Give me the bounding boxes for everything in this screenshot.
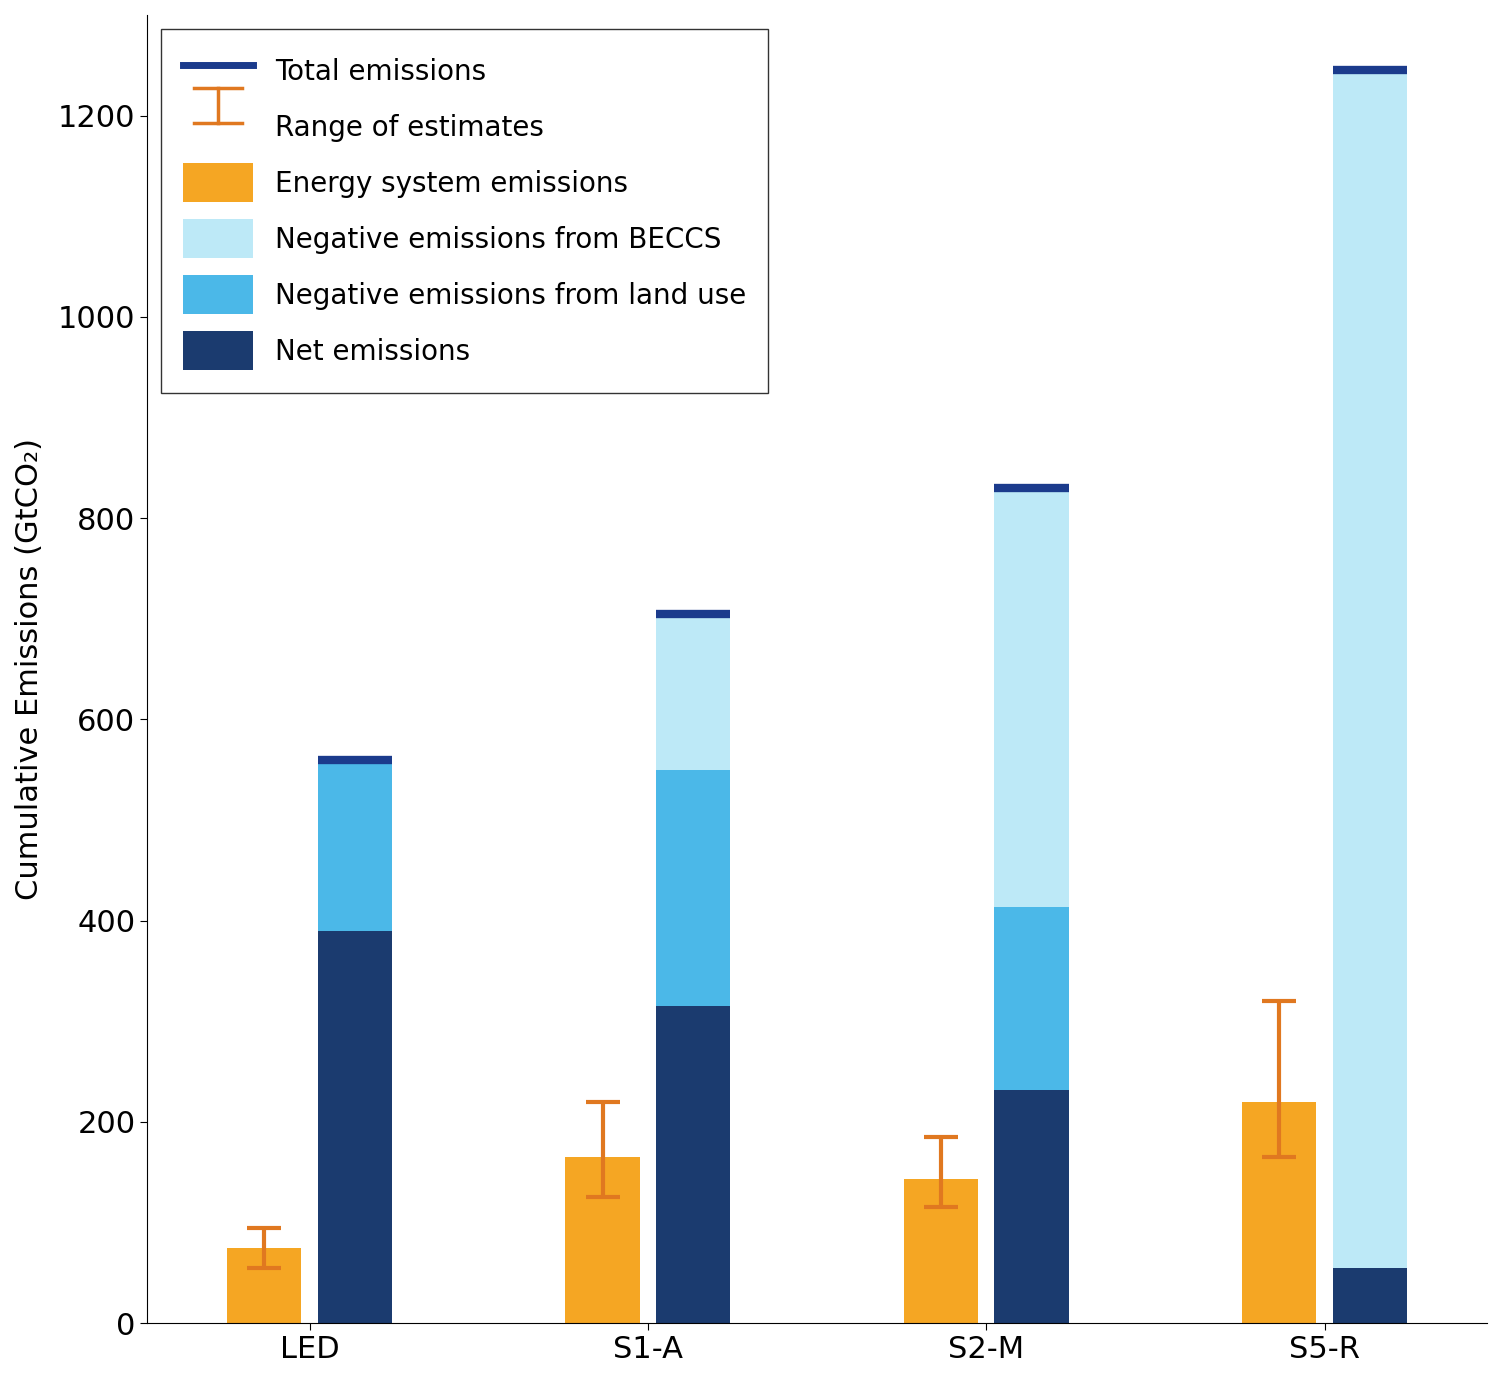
Bar [994, 906, 1069, 1089]
Y-axis label: Cumulative Emissions (GtCO₂): Cumulative Emissions (GtCO₂) [15, 439, 44, 900]
Bar [656, 1007, 730, 1324]
Bar [1242, 1102, 1316, 1324]
Bar [994, 1089, 1069, 1324]
Bar [318, 931, 392, 1324]
Bar [656, 769, 730, 1007]
Bar [1332, 70, 1407, 1267]
Bar [1332, 1267, 1407, 1324]
Bar [318, 760, 392, 931]
Bar [565, 1157, 640, 1324]
Legend: Total emissions, Range of estimates, Energy system emissions, Negative emissions: Total emissions, Range of estimates, Ene… [161, 29, 769, 393]
Bar [904, 1179, 978, 1324]
Bar [656, 614, 730, 769]
Bar [227, 1248, 302, 1324]
Bar [994, 490, 1069, 906]
